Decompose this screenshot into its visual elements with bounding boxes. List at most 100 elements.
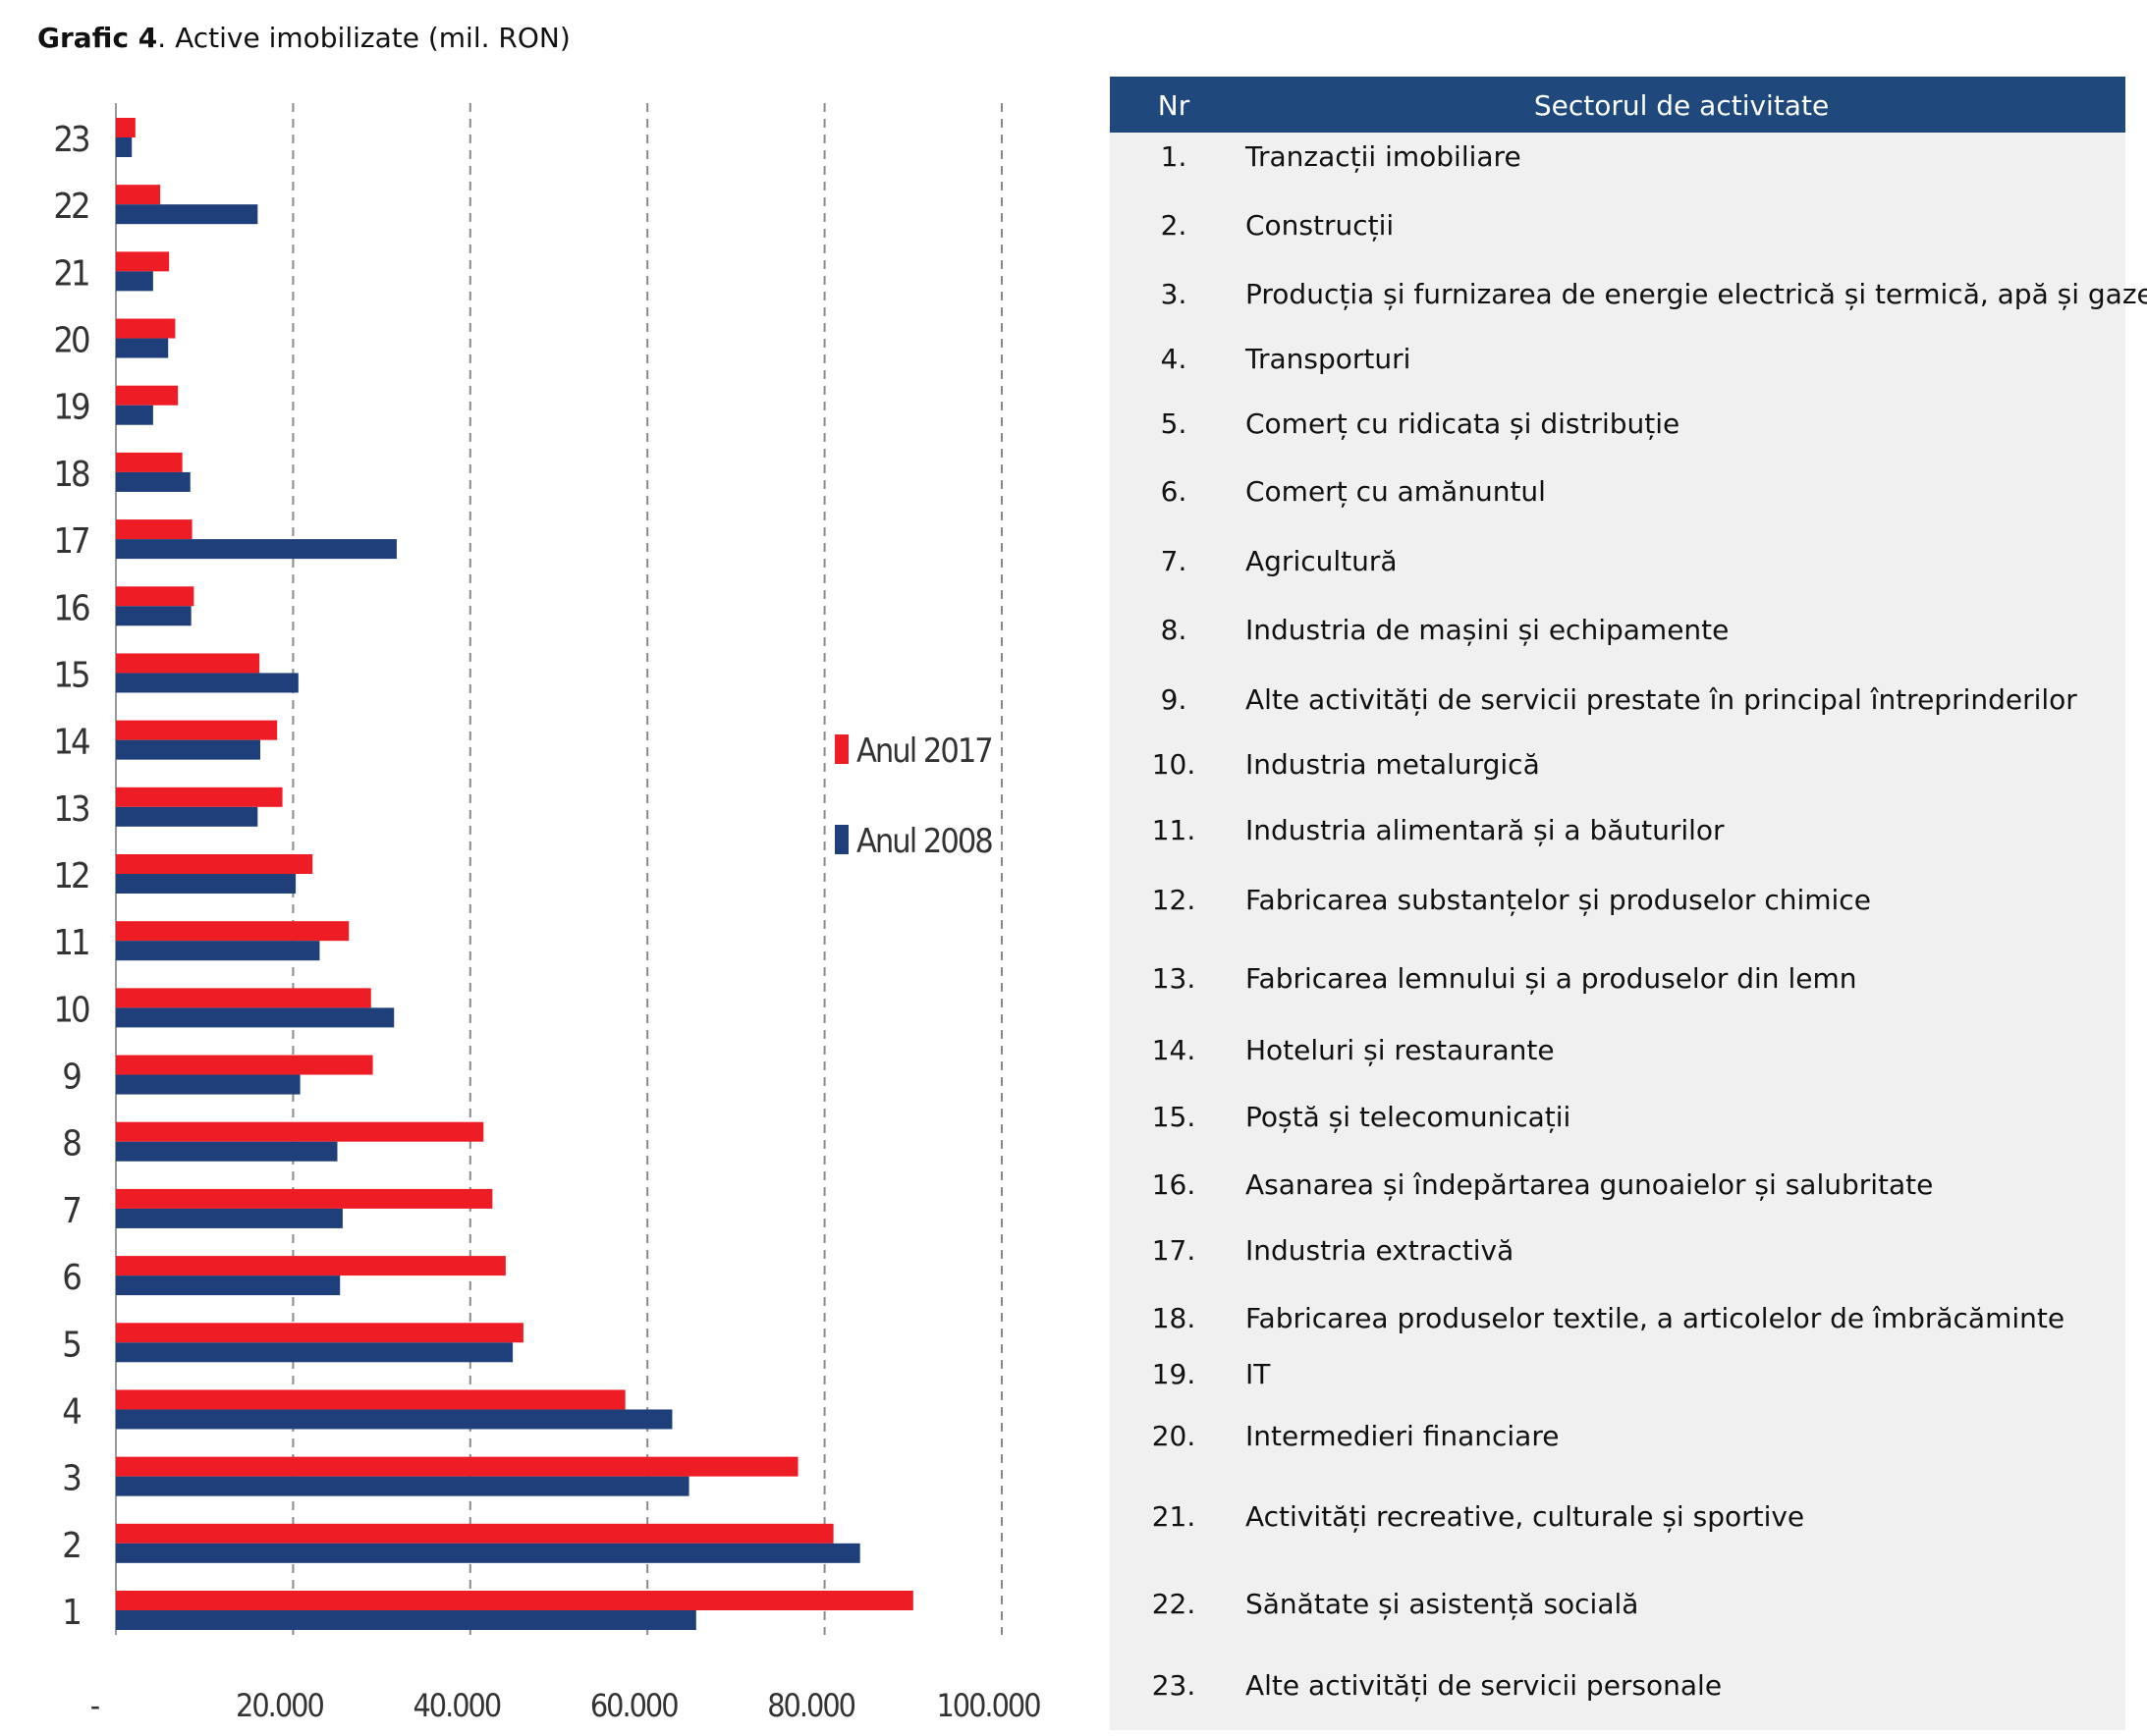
table-row-sector: Fabricarea produselor textile, a articol… (1245, 1302, 2065, 1334)
bar-anul-2017 (116, 988, 371, 1008)
bar-anul-2008 (116, 539, 397, 560)
table-row-nr: 7. (1160, 545, 1187, 577)
y-tick-label: 17 (53, 521, 88, 562)
table-row: 11. Industria alimentară și a băuturilor (1110, 814, 2125, 853)
y-tick-label: 10 (53, 990, 89, 1030)
bar-anul-2017 (116, 185, 161, 205)
bar-anul-2008 (116, 1074, 301, 1095)
table-row-sector: Activități recreative, culturale și spor… (1245, 1500, 1805, 1533)
table-row-nr: 20. (1151, 1420, 1196, 1452)
table-header: Nr Sectorul de activitate (1110, 77, 2125, 133)
table-row-nr: 4. (1160, 343, 1187, 375)
table-row-nr: 8. (1160, 614, 1187, 646)
table-row: 9. Alte activități de servicii prestate î… (1110, 683, 2125, 723)
table-row-sector: Comerț cu amănuntul (1245, 475, 1546, 508)
bar-anul-2017 (116, 1055, 373, 1075)
table-row-sector: Agricultură (1245, 545, 1398, 577)
bar-anul-2008 (116, 1409, 673, 1430)
table-row: 5. Comerț cu ridicata și distribuție (1110, 407, 2125, 447)
table-row: 3. Producția și furnizarea de energie ele… (1110, 278, 2147, 317)
table-row: 15. Poștă și telecomunicații (1110, 1101, 2125, 1140)
table-row: 22. Sănătate și asistență socială (1110, 1588, 2125, 1627)
table-row: 17. Industria extractivă (1110, 1234, 2125, 1274)
table-row-nr: 6. (1160, 475, 1187, 508)
y-tick-label: 16 (53, 588, 89, 628)
bar-anul-2017 (116, 452, 183, 472)
table-row-nr: 11. (1151, 814, 1196, 846)
y-tick-label: 23 (53, 120, 89, 160)
legend-label: Anul 2017 (856, 732, 992, 771)
bar-anul-2017 (116, 251, 170, 272)
y-tick-label: 18 (53, 455, 89, 495)
table-row-sector: Industria alimentară și a băuturilor (1245, 814, 1725, 846)
bar-anul-2008 (116, 405, 153, 425)
x-tick-label: - (90, 1687, 99, 1724)
bar-anul-2008 (116, 1342, 514, 1363)
legend-swatch (835, 734, 849, 764)
table-row-sector: Tranzacții imobiliare (1245, 140, 1521, 173)
table-row-sector: Producția și furnizarea de energie elect… (1245, 278, 2147, 310)
y-tick-label: 5 (62, 1325, 80, 1365)
table-row-nr: 23. (1151, 1669, 1196, 1702)
bar-anul-2008 (116, 1476, 689, 1496)
table-row-sector: Industria extractivă (1245, 1234, 1514, 1267)
table-row-nr: 13. (1151, 962, 1196, 995)
bar-anul-2017 (116, 1121, 484, 1142)
bar-anul-2008 (116, 874, 297, 894)
bar-anul-2017 (116, 1389, 626, 1410)
table-row: 7. Agricultură (1110, 545, 2125, 584)
table-row-nr: 19. (1151, 1358, 1196, 1390)
bar-anul-2008 (116, 941, 320, 961)
bar-chart: -20.000 40.000 60.000 80.000 100.00012345678… (53, 103, 1042, 1724)
table-row-nr: 22. (1151, 1588, 1196, 1620)
table-row-nr: 15. (1151, 1101, 1196, 1133)
x-tick-label: 100.000 (936, 1687, 1040, 1724)
bar-anul-2017 (116, 519, 193, 540)
bar-anul-2008 (116, 271, 153, 292)
bar-anul-2008 (116, 739, 261, 760)
figure-title-prefix: Grafic 4 (37, 22, 158, 54)
bar-anul-2008 (116, 137, 133, 157)
bar-anul-2017 (116, 318, 176, 339)
y-tick-label: 22 (53, 187, 88, 227)
y-tick-label: 4 (62, 1391, 81, 1432)
table-row: 20. Intermedieri financiare (1110, 1420, 2125, 1459)
bar-anul-2008 (116, 1275, 341, 1296)
bar-anul-2008 (116, 1610, 696, 1630)
table-row-sector: Sănătate și asistență socială (1245, 1588, 1639, 1620)
x-tick-label: 80.000 (767, 1687, 854, 1724)
table-row-sector: Intermedieri financiare (1245, 1420, 1560, 1452)
y-tick-label: 9 (62, 1058, 81, 1098)
bar-anul-2017 (116, 1591, 913, 1610)
table-row: 6. Comerț cu amănuntul (1110, 475, 2125, 515)
bar-anul-2017 (116, 1256, 506, 1276)
bar-anul-2008 (116, 471, 191, 492)
bar-anul-2008 (116, 1007, 395, 1028)
table-row: 8. Industria de mașini și echipamente (1110, 614, 2125, 653)
table-row-sector: Poștă și telecomunicații (1245, 1101, 1571, 1133)
table-row-sector: Alte activități de servicii personale (1245, 1669, 1723, 1702)
table-row: 1. Tranzacții imobiliare (1110, 140, 2125, 180)
y-tick-label: 6 (62, 1258, 81, 1298)
bar-anul-2008 (116, 1543, 860, 1563)
y-tick-label: 13 (53, 789, 89, 830)
bar-anul-2008 (116, 806, 258, 827)
bar-anul-2008 (116, 673, 299, 693)
bar-anul-2008 (116, 1141, 338, 1162)
y-tick-label: 14 (53, 723, 89, 763)
y-tick-label: 11 (53, 923, 88, 963)
bar-anul-2008 (116, 338, 169, 358)
table-row: 18. Fabricarea produselor textile, a arti… (1110, 1302, 2125, 1341)
bar-anul-2017 (116, 854, 313, 874)
table-row-sector: Asanarea și îndepărtarea gunoaielor și s… (1245, 1168, 1934, 1201)
bar-anul-2017 (116, 653, 260, 674)
table-row: 21. Activități recreative, culturale și s… (1110, 1500, 2125, 1540)
table-row-sector: Industria metalurgică (1245, 748, 1540, 781)
table-row-nr: 17. (1151, 1234, 1196, 1267)
table-row-nr: 16. (1151, 1168, 1196, 1201)
bar-anul-2017 (116, 720, 278, 740)
table-row-sector: Fabricarea substanțelor și produselor ch… (1245, 884, 1871, 916)
legend-swatch (835, 825, 849, 854)
x-tick-label: 40.000 (413, 1687, 500, 1724)
figure-title-text: . Active imobilizate (mil. RON) (157, 22, 571, 54)
